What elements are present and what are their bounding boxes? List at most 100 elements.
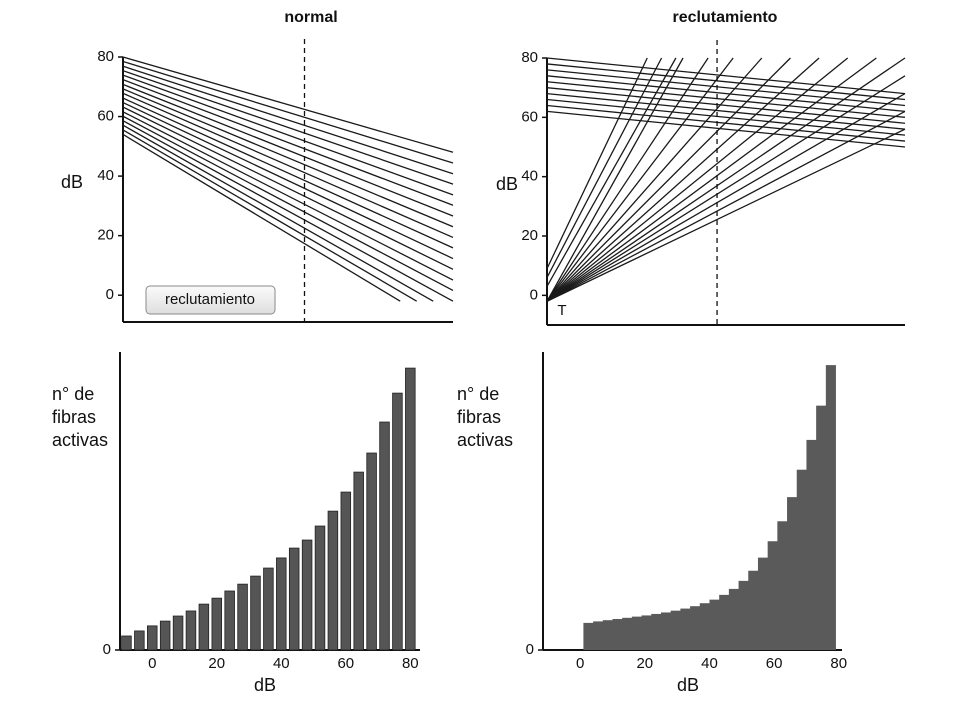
histogram-bar xyxy=(690,606,701,650)
histogram-bar xyxy=(660,612,672,650)
y-tick-label: 0 xyxy=(106,286,114,303)
bar xyxy=(301,539,313,651)
bar xyxy=(340,491,352,651)
curve xyxy=(546,57,709,302)
histogram-bar xyxy=(709,599,720,650)
x-tick-label: 40 xyxy=(273,655,290,672)
curve xyxy=(122,115,454,292)
curve xyxy=(122,129,418,302)
curve xyxy=(122,74,454,196)
histogram-bar xyxy=(593,621,604,650)
histogram-bar xyxy=(777,521,788,650)
histogram-bar xyxy=(757,557,769,650)
curve xyxy=(546,57,763,302)
histogram-bar xyxy=(719,594,730,650)
histogram-bar xyxy=(612,619,623,650)
x-axis-label: dB xyxy=(254,675,276,695)
y-axis-label: fibras xyxy=(457,407,501,427)
histogram-bar xyxy=(602,620,613,650)
bar xyxy=(276,557,287,651)
curve xyxy=(122,111,454,281)
histogram-bar xyxy=(787,497,798,650)
curve xyxy=(122,88,454,228)
curve xyxy=(546,57,648,269)
x-tick-label: 40 xyxy=(701,655,718,672)
y-tick-label: 20 xyxy=(97,227,114,244)
y-axis-label: dB xyxy=(61,172,83,192)
bar xyxy=(263,567,274,651)
curve xyxy=(546,57,677,287)
bar xyxy=(159,620,171,651)
histogram-bar xyxy=(641,615,652,650)
curve xyxy=(546,57,734,302)
y-tick-label: 40 xyxy=(97,167,114,184)
curve xyxy=(122,106,454,270)
curve xyxy=(546,87,906,124)
y-tick-label: 80 xyxy=(97,48,114,65)
curve xyxy=(546,110,906,302)
curve xyxy=(546,75,906,302)
bar xyxy=(392,392,403,651)
curve xyxy=(122,120,454,302)
curve xyxy=(122,97,454,249)
curve xyxy=(546,63,906,101)
bar xyxy=(172,615,184,651)
bar xyxy=(134,630,145,651)
curve xyxy=(122,83,454,217)
bar xyxy=(366,452,377,651)
y-tick-label: 60 xyxy=(521,108,538,125)
y-axis-label: n° de xyxy=(52,384,94,404)
button[interactable] xyxy=(145,285,276,315)
bar xyxy=(211,597,223,651)
x-tick-label: 0 xyxy=(148,655,156,672)
histogram-bar xyxy=(748,570,759,650)
curve xyxy=(546,57,663,278)
button-label[interactable]: reclutamiento xyxy=(165,291,255,308)
bar xyxy=(237,583,248,651)
histogram-bar xyxy=(583,622,594,650)
y-tick-label: 0 xyxy=(526,641,534,658)
histogram-bar xyxy=(631,616,642,650)
y-axis-label: dB xyxy=(496,174,518,194)
histogram-bar xyxy=(796,469,807,650)
curve xyxy=(546,57,906,302)
curve xyxy=(546,69,906,107)
x-tick-label: 20 xyxy=(636,655,653,672)
bar xyxy=(185,610,197,651)
bar xyxy=(288,547,300,651)
y-axis-label: activas xyxy=(457,430,513,450)
bar xyxy=(379,421,390,651)
bar xyxy=(147,625,158,651)
y-tick-label: 0 xyxy=(530,286,538,303)
curve xyxy=(122,92,454,239)
y-tick-label: 40 xyxy=(521,168,538,185)
curve xyxy=(546,57,684,302)
histogram-bar xyxy=(651,613,662,650)
y-axis-label: fibras xyxy=(52,407,96,427)
y-tick-label: 60 xyxy=(97,108,114,125)
curve xyxy=(122,60,454,164)
curve xyxy=(546,92,906,130)
panel-title: normal xyxy=(284,9,337,26)
curve xyxy=(546,81,906,118)
histogram-bar xyxy=(670,610,681,650)
curve xyxy=(122,124,434,302)
curve xyxy=(546,57,849,302)
bar xyxy=(250,575,261,651)
bar xyxy=(314,525,326,651)
curve xyxy=(546,110,906,148)
curve xyxy=(122,56,454,153)
histogram-bar xyxy=(699,603,710,650)
x-tick-label: 0 xyxy=(576,655,584,672)
histogram-bar xyxy=(816,405,827,650)
curve xyxy=(546,57,820,302)
curve xyxy=(122,133,401,302)
curve xyxy=(122,101,454,260)
x-tick-label: 60 xyxy=(766,655,783,672)
x-tick-label: 20 xyxy=(208,655,225,672)
y-axis-label: activas xyxy=(52,430,108,450)
curve xyxy=(546,93,906,302)
bar xyxy=(405,367,416,651)
curve xyxy=(122,65,454,175)
